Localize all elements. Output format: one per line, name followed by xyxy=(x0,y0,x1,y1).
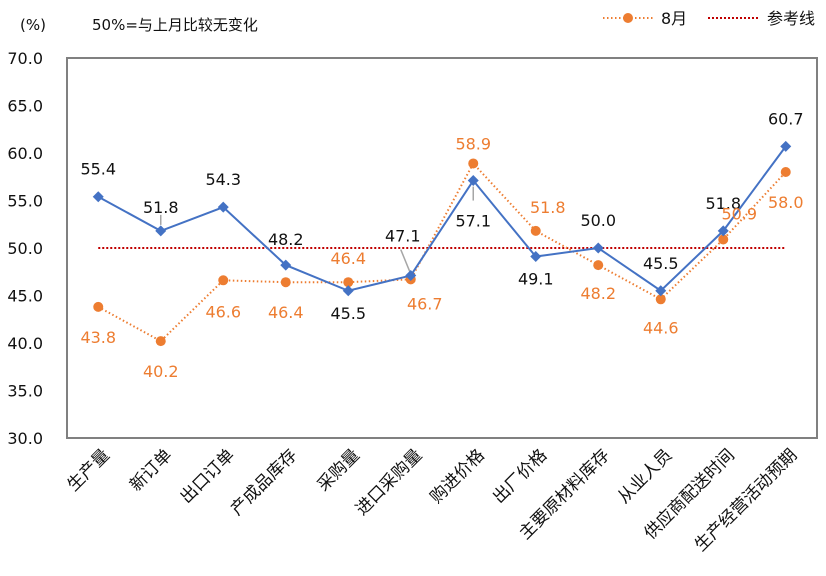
x-category-label: 购进价格 xyxy=(427,445,489,507)
data-label-current: 47.1 xyxy=(385,227,421,246)
data-label-current: 57.1 xyxy=(455,212,491,231)
data-label-current: 51.8 xyxy=(143,198,179,217)
data-label-8yue: 50.9 xyxy=(721,204,757,223)
series-8yue-point xyxy=(780,167,791,177)
data-label-8yue: 51.8 xyxy=(530,198,566,217)
data-label-current: 50.0 xyxy=(580,211,616,230)
legend-item-8yue[interactable]: 8月 xyxy=(603,9,687,28)
series-current-point xyxy=(342,285,354,297)
data-label-8yue: 58.9 xyxy=(455,134,491,153)
x-category-label: 出厂价格 xyxy=(489,445,551,507)
data-label-8yue: 58.0 xyxy=(768,193,804,212)
y-tick-label: 35.0 xyxy=(7,382,43,401)
series-current-point xyxy=(155,225,167,237)
legend-label-reference: 参考线 xyxy=(767,9,815,28)
data-label-current: 45.5 xyxy=(330,304,366,323)
y-tick-label: 45.0 xyxy=(7,287,43,306)
series-current-point xyxy=(92,191,104,203)
series-current-point xyxy=(467,175,479,187)
series-8yue-point xyxy=(655,294,666,305)
data-label-current: 49.1 xyxy=(518,270,554,289)
series-8yue-point xyxy=(218,275,229,286)
series-current-point xyxy=(217,201,229,213)
legend-label-8yue: 8月 xyxy=(661,9,687,28)
data-label-8yue: 46.7 xyxy=(407,294,443,313)
series-current-point xyxy=(717,225,729,237)
data-label-8yue: 43.8 xyxy=(80,328,116,347)
series-current-line xyxy=(97,145,787,293)
x-category-label: 出口订单 xyxy=(177,445,239,507)
y-tick-label: 55.0 xyxy=(7,192,43,211)
label-leader-line xyxy=(400,249,411,272)
data-label-8yue: 46.6 xyxy=(205,302,241,321)
series-8yue-line xyxy=(97,161,787,343)
legend-item-reference[interactable]: 参考线 xyxy=(708,9,815,28)
x-category-label: 采购量 xyxy=(314,445,364,495)
y-tick-label: 60.0 xyxy=(7,144,43,163)
data-label-current: 54.3 xyxy=(205,170,241,189)
series-8yue-point xyxy=(468,158,479,169)
series-8yue-point xyxy=(593,260,604,271)
series-current xyxy=(92,140,792,297)
series-8yue-point xyxy=(530,225,541,236)
data-labels: 55.4 51.8 54.3 48.2 45.5 47.1 57.1 49.1 50.0 45.5… xyxy=(80,109,803,381)
data-label-current: 55.4 xyxy=(80,160,116,179)
leader-lines xyxy=(160,186,474,272)
x-category-label: 从业人员 xyxy=(614,445,676,507)
y-tick-label: 70.0 xyxy=(7,49,43,68)
series-8yue-point xyxy=(343,277,354,288)
data-label-current: 45.5 xyxy=(643,254,679,273)
x-category-label: 新订单 xyxy=(126,445,176,495)
series-8yue xyxy=(93,158,791,347)
series-current-point xyxy=(655,285,667,297)
data-label-current: 48.2 xyxy=(268,230,304,249)
data-label-current: 51.8 xyxy=(705,194,741,213)
chart-annotation: 50%=与上月比较无变化 xyxy=(92,16,258,34)
data-label-8yue: 48.2 xyxy=(580,284,616,303)
series-current-point xyxy=(530,251,542,263)
legend-marker-circle xyxy=(623,13,633,23)
y-tick-label: 30.0 xyxy=(7,429,43,448)
x-category-label: 生产量 xyxy=(64,445,114,495)
series-8yue-point xyxy=(718,234,729,245)
y-tick-label: 40.0 xyxy=(7,334,43,353)
series-current-point xyxy=(592,242,604,254)
series-current-point xyxy=(280,259,292,271)
data-label-8yue: 40.2 xyxy=(143,362,179,381)
data-label-current: 60.7 xyxy=(768,109,804,128)
data-label-8yue: 46.4 xyxy=(268,303,304,322)
series-8yue-point xyxy=(93,301,104,312)
data-label-8yue: 44.6 xyxy=(643,318,679,337)
unit-label: (%) xyxy=(20,16,46,34)
legend: 8月 参考线 xyxy=(603,9,815,28)
y-tick-label: 50.0 xyxy=(7,239,43,258)
x-category-label: 进口采购量 xyxy=(352,445,426,519)
y-tick-label: 65.0 xyxy=(7,97,43,116)
series-8yue-point xyxy=(280,277,291,288)
data-label-8yue: 46.4 xyxy=(330,249,366,268)
series-current-point xyxy=(780,140,792,152)
x-category-label: 产成品库存 xyxy=(227,445,301,519)
series-8yue-point xyxy=(155,336,166,347)
y-axis-ticks: 30.0 35.0 40.0 45.0 50.0 55.0 60.0 65.0 70.0 xyxy=(7,49,43,448)
series-current-point xyxy=(405,270,417,282)
plot-area-frame xyxy=(66,57,818,439)
